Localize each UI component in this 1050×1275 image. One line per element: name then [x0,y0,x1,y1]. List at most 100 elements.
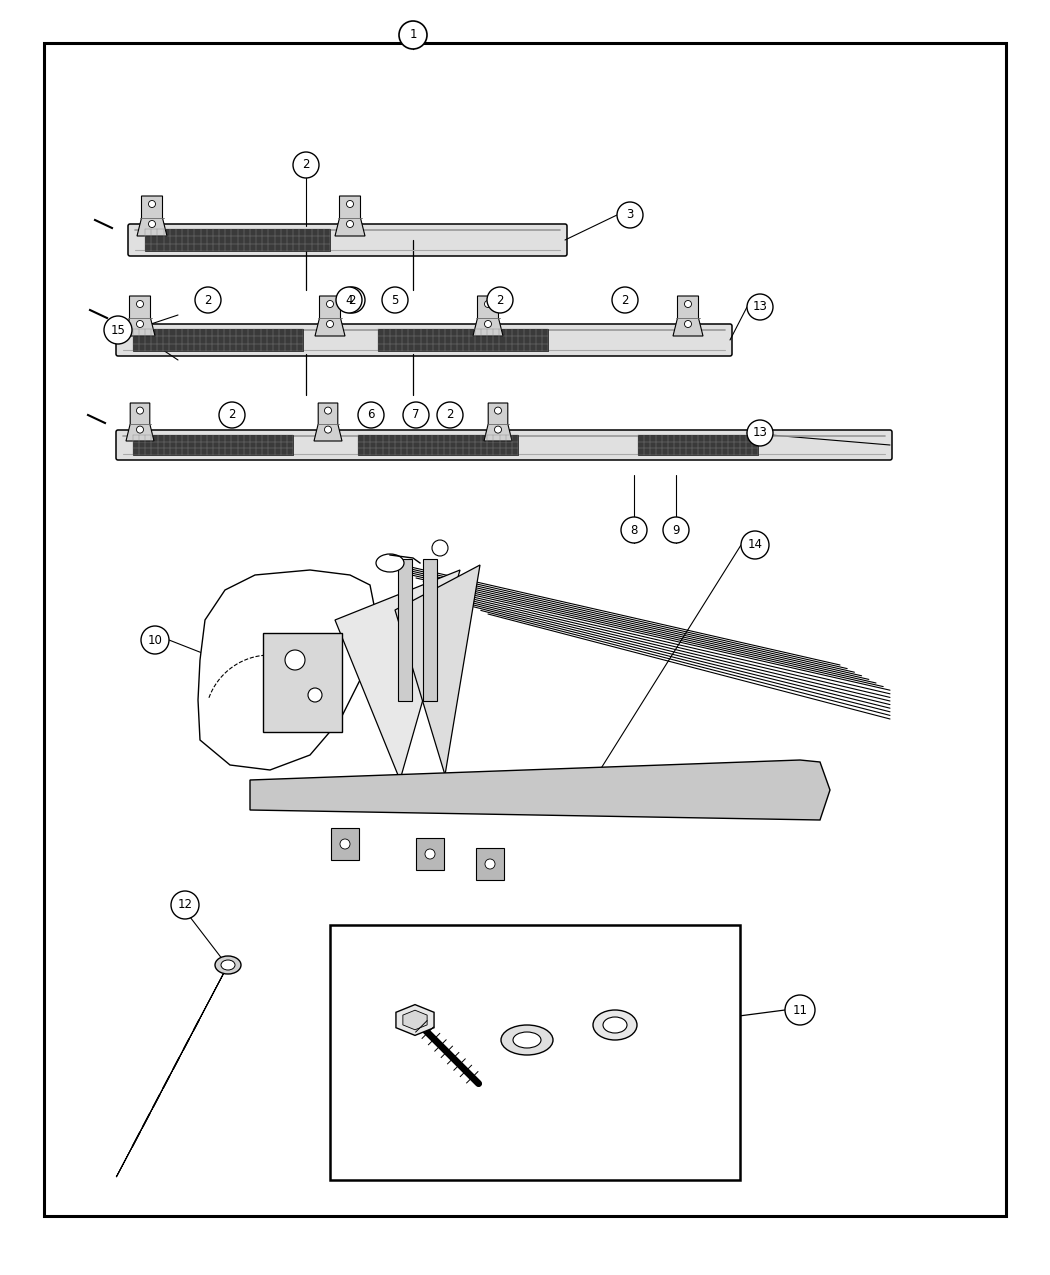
Text: 9: 9 [672,524,679,537]
Text: 13: 13 [753,427,768,440]
Text: 2: 2 [622,293,629,306]
Circle shape [425,849,435,859]
Polygon shape [198,570,375,770]
Polygon shape [250,760,830,820]
Text: 3: 3 [626,209,634,222]
Circle shape [136,320,144,328]
Text: 8: 8 [630,524,637,537]
Circle shape [403,402,429,428]
Text: 2: 2 [446,408,454,422]
Circle shape [741,530,769,558]
FancyBboxPatch shape [116,430,892,460]
Circle shape [327,320,334,328]
Text: 13: 13 [753,301,768,314]
Circle shape [195,287,220,312]
Circle shape [336,287,362,312]
Polygon shape [673,296,704,337]
Circle shape [621,516,647,543]
Text: 10: 10 [148,634,163,646]
Text: 5: 5 [392,293,399,306]
Text: 7: 7 [413,408,420,422]
FancyBboxPatch shape [133,435,293,455]
Polygon shape [126,403,154,441]
Circle shape [327,301,334,307]
Polygon shape [314,403,342,441]
Circle shape [484,320,491,328]
FancyBboxPatch shape [423,558,437,701]
Circle shape [747,295,773,320]
Text: 2: 2 [302,158,310,172]
FancyBboxPatch shape [116,324,732,356]
FancyBboxPatch shape [128,224,567,256]
Circle shape [308,688,322,703]
Text: 2: 2 [205,293,212,306]
Circle shape [285,650,304,669]
Circle shape [495,407,502,414]
Circle shape [104,316,132,344]
Circle shape [324,426,332,434]
Polygon shape [335,570,460,780]
Circle shape [136,426,144,434]
Circle shape [432,541,448,556]
Polygon shape [484,403,512,441]
FancyBboxPatch shape [358,435,518,455]
Text: 2: 2 [497,293,504,306]
FancyBboxPatch shape [44,43,1006,1216]
Polygon shape [472,296,503,337]
FancyBboxPatch shape [378,329,548,351]
Polygon shape [395,565,480,775]
Text: 6: 6 [368,408,375,422]
Ellipse shape [376,555,404,572]
Ellipse shape [593,1010,637,1040]
Circle shape [171,891,200,919]
Polygon shape [136,196,167,236]
Circle shape [141,626,169,654]
Circle shape [219,402,245,428]
Circle shape [685,320,692,328]
Circle shape [487,287,513,312]
Ellipse shape [513,1031,541,1048]
Circle shape [663,516,689,543]
Circle shape [148,221,155,227]
FancyBboxPatch shape [330,924,740,1179]
Text: 14: 14 [748,538,762,552]
FancyBboxPatch shape [262,632,342,732]
Ellipse shape [501,1025,553,1054]
FancyBboxPatch shape [476,848,504,880]
Text: 12: 12 [177,899,192,912]
Text: 15: 15 [110,324,125,337]
Polygon shape [125,296,155,337]
Circle shape [346,221,354,227]
FancyBboxPatch shape [638,435,758,455]
FancyBboxPatch shape [331,827,359,861]
Circle shape [612,287,638,312]
Circle shape [346,200,354,208]
Text: 1: 1 [410,28,417,42]
Circle shape [484,301,491,307]
Circle shape [358,402,384,428]
Ellipse shape [603,1017,627,1033]
FancyBboxPatch shape [416,838,444,870]
FancyBboxPatch shape [145,230,330,251]
Circle shape [495,426,502,434]
Text: 11: 11 [793,1003,807,1016]
Text: 4: 4 [345,293,353,306]
Circle shape [339,287,365,312]
Polygon shape [315,296,345,337]
FancyBboxPatch shape [133,329,303,351]
Text: 2: 2 [228,408,236,422]
Polygon shape [335,196,365,236]
Ellipse shape [215,956,242,974]
Circle shape [293,152,319,179]
Circle shape [617,201,643,228]
Circle shape [382,287,408,312]
Circle shape [324,407,332,414]
Circle shape [148,200,155,208]
Circle shape [437,402,463,428]
Circle shape [685,301,692,307]
Text: 2: 2 [349,293,356,306]
Circle shape [747,419,773,446]
Polygon shape [117,961,230,1177]
Polygon shape [396,1005,434,1035]
Circle shape [399,20,427,48]
